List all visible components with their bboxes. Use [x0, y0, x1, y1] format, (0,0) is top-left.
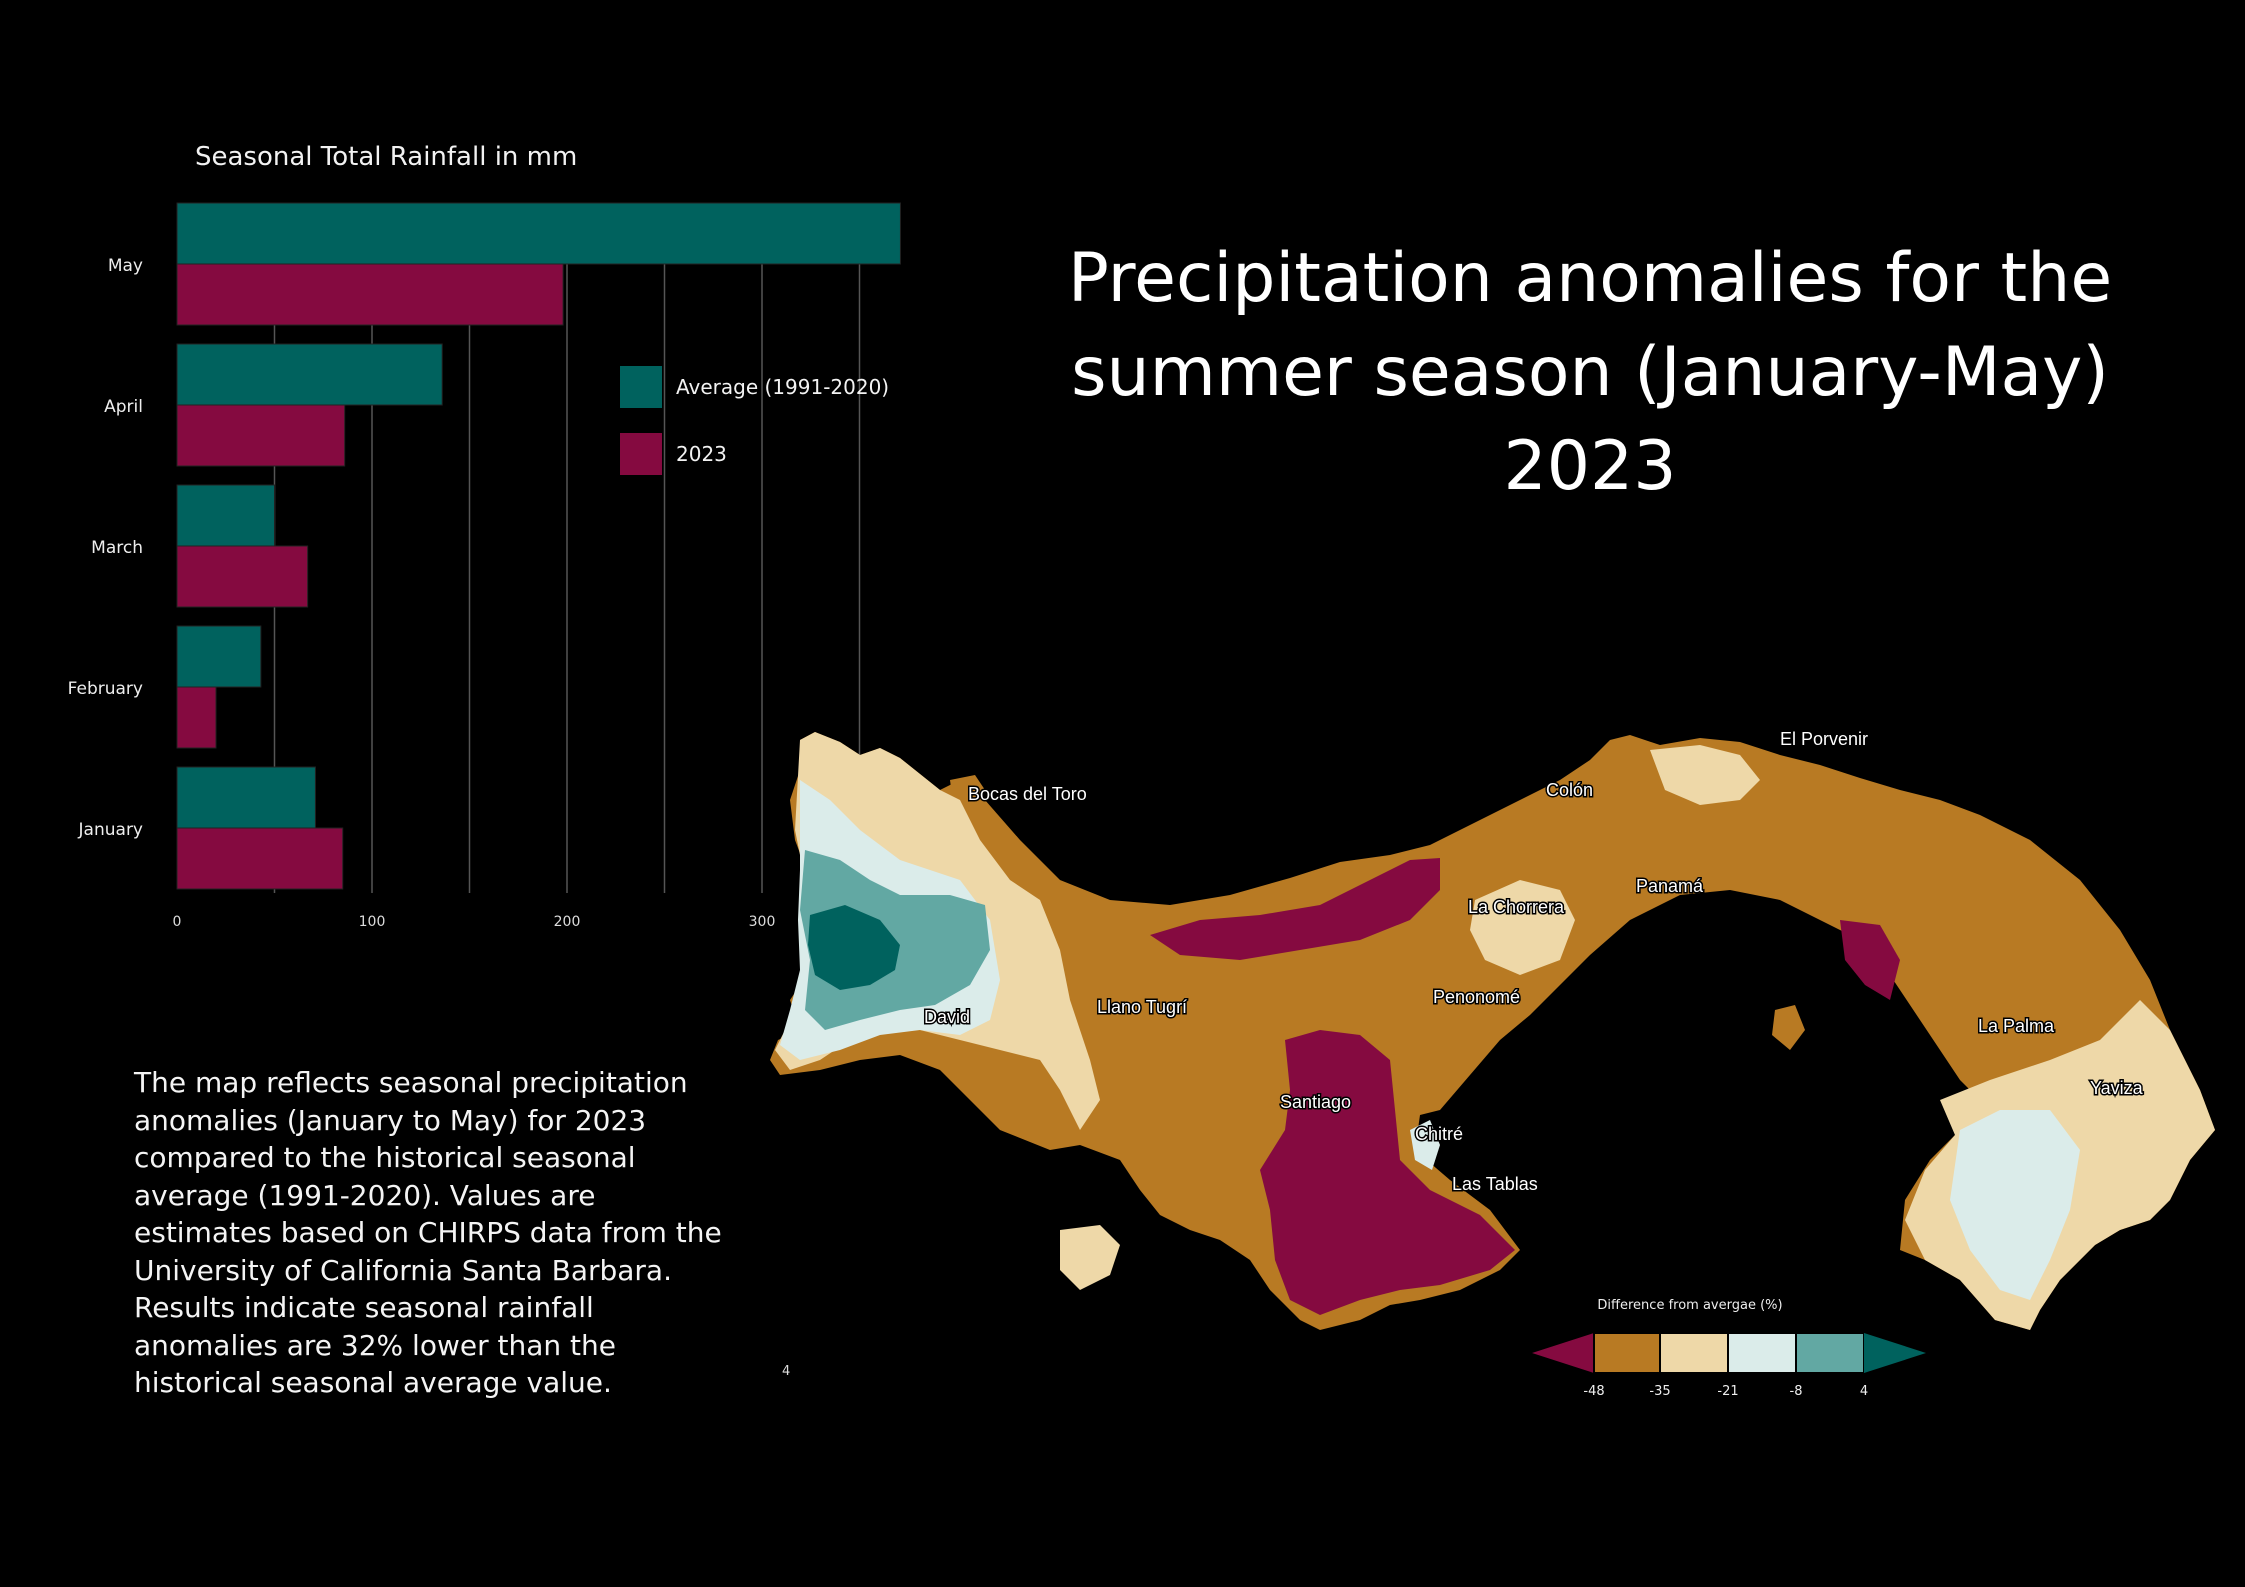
legend-item-average: Average (1991-2020): [620, 366, 889, 408]
map-description: The map reflects seasonal precipitation …: [134, 1066, 722, 1399]
legend-class-3: [1727, 1332, 1797, 1374]
legend-class-2: [1659, 1332, 1729, 1374]
legend-swatch-2023: [620, 433, 662, 475]
city-label-llano-tugri: Llano Tugrí: [1097, 997, 1187, 1017]
city-label-bocas-del-toro: Bocas del Toro: [968, 784, 1087, 804]
category-label-march: March: [91, 538, 143, 558]
x-tick-label: 0: [173, 914, 182, 930]
city-label-penonome: Penonomé: [1433, 987, 1520, 1007]
city-label-las-tablas: Las Tablas: [1452, 1174, 1538, 1194]
bar-january-average: [176, 766, 316, 829]
bar-march-average: [176, 484, 275, 547]
map-land-base: [770, 732, 2215, 1330]
legend-swatch-average: [620, 366, 662, 408]
bar-april-2023: [176, 404, 346, 467]
bar-may-average: [176, 202, 901, 265]
map-island-coiba: [1060, 1225, 1120, 1290]
bar-january-2023: [176, 827, 344, 890]
city-label-chitre: Chitré: [1415, 1124, 1463, 1144]
map-zone-severe-deficit-center: [1260, 1030, 1515, 1315]
map-zone-moderate-deficit-north: [1650, 745, 1760, 805]
category-label-february: February: [68, 679, 143, 699]
city-label-colon: Colón: [1546, 780, 1593, 800]
map-island-bocas: [950, 775, 985, 800]
map-zone-near-normal-azuero: [1410, 1120, 1440, 1170]
bar-march-2023: [176, 545, 309, 608]
city-label-el-porvenir: El Porvenir: [1780, 729, 1868, 749]
city-label-la-chorrera: La Chorrera: [1468, 897, 1565, 917]
city-label-la-palma: La Palma: [1978, 1016, 2055, 1036]
map-zone-moderate-deficit-chorrera: [1470, 880, 1575, 975]
x-tick-label: 200: [554, 914, 581, 930]
legend-class-1: [1593, 1332, 1661, 1374]
page-title: Precipitation anomalies for the summer s…: [1000, 232, 2180, 514]
category-label-january: January: [78, 820, 143, 840]
bar-february-average: [176, 625, 262, 688]
map-legend-tick: -35: [1649, 1384, 1671, 1399]
map-island-pearl: [1772, 1005, 1805, 1050]
legend-arrow-high: [1864, 1333, 1926, 1373]
map-legend-title: Difference from avergae (%): [1597, 1298, 1783, 1313]
x-tick-label: 100: [359, 914, 386, 930]
map-legend-tick: -21: [1717, 1384, 1739, 1399]
rainfall-bar-chart: May April March February January 0 100 200 300: [68, 202, 901, 930]
map-zone-severe-deficit-north: [1150, 858, 1440, 960]
map-zone-near-normal-east: [1950, 1110, 2080, 1300]
bar-february-2023: [176, 686, 217, 749]
city-label-panama: Panamá: [1636, 876, 1704, 896]
category-label-may: May: [108, 256, 143, 276]
category-label-april: April: [104, 397, 143, 417]
legend-label-average: Average (1991-2020): [676, 375, 890, 399]
legend-class-4: [1795, 1332, 1865, 1374]
map-legend-tick: 4: [1859, 1384, 1869, 1399]
page-title-line-1: Precipitation anomalies for the: [1067, 239, 2113, 318]
map-color-legend: [1532, 1332, 1926, 1374]
map-legend-tick: -8: [1789, 1384, 1803, 1399]
legend-label-2023: 2023: [676, 442, 727, 466]
page-number: 4: [782, 1364, 791, 1379]
city-label-david: David: [924, 1007, 970, 1027]
page-title-line-2: summer season (January-May) 2023: [1071, 333, 2109, 506]
map-zone-surplus-west: [808, 905, 900, 990]
x-tick-label: 300: [749, 914, 776, 930]
city-label-yaviza: Yaviza: [2090, 1078, 2144, 1098]
chart-title: Seasonal Total Rainfall in mm: [195, 142, 578, 172]
bar-may-2023: [176, 263, 564, 326]
legend-item-2023: 2023: [620, 433, 889, 475]
city-label-santiago: Santiago: [1280, 1092, 1351, 1112]
legend-arrow-low: [1532, 1333, 1594, 1373]
map-legend-tick: -48: [1583, 1384, 1605, 1399]
map-zone-severe-deficit-east: [1840, 920, 1900, 1000]
chart-legend: Average (1991-2020) 2023: [620, 366, 889, 500]
